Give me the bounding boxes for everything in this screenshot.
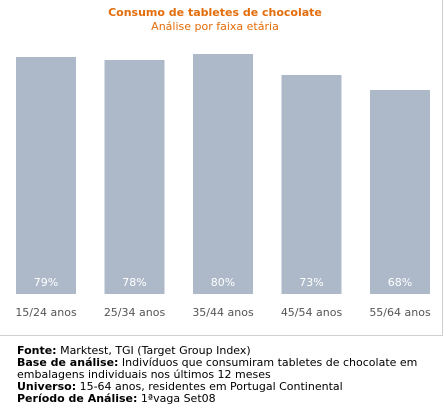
bar-2 [104, 60, 165, 294]
bar-4 [281, 75, 342, 294]
note-periodo-text: 1ªvaga Set08 [137, 392, 216, 405]
note-fonte-text: Marktest, TGI (Target Group Index) [56, 344, 251, 357]
x-tick-label-4: 45/54 anos [281, 306, 343, 319]
note-periodo: Período de Análise: 1ªvaga Set08 [17, 393, 437, 405]
x-tick-label-2: 25/34 anos [104, 306, 166, 319]
bar-chart: 79% 15/24 anos 78% 25/34 anos 80% 35/44 anos 7… [15, 54, 431, 319]
note-universo: Universo: 15-64 anos, residentes em Port… [17, 381, 437, 393]
note-fonte: Fonte: Marktest, TGI (Target Group Index… [17, 345, 437, 357]
chart-subtitle: Análise por faixa etária [151, 20, 279, 33]
chart-title: Consumo de tabletes de chocolate [108, 6, 322, 19]
note-fonte-key: Fonte: [17, 344, 57, 357]
x-tick-label-5: 55/64 anos [369, 306, 431, 319]
note-universo-key: Universo: [17, 380, 77, 393]
note-base-continued: embalagens individuais nos últimos 12 me… [17, 368, 271, 381]
note-base: Base de análise: Indivíduos que consumir… [17, 357, 437, 369]
note-periodo-key: Período de Análise: [17, 392, 138, 405]
bar-1 [16, 57, 76, 294]
bar-value-label-3: 80% [211, 276, 235, 289]
chart-frame [0, 0, 443, 336]
bar-value-label-4: 73% [299, 276, 323, 289]
bar-3 [193, 54, 253, 294]
x-tick-label-3: 35/44 anos [192, 306, 254, 319]
note-universo-text: 15-64 anos, residentes em Portugal Conti… [76, 380, 343, 393]
note-base-text: Indivíduos que consumiram tabletes de ch… [118, 356, 418, 369]
chart-notes: Fonte: Marktest, TGI (Target Group Index… [17, 345, 437, 405]
bar-value-label-1: 79% [34, 276, 58, 289]
bar-5 [370, 90, 430, 294]
x-tick-label-1: 15/24 anos [15, 306, 77, 319]
bar-value-label-5: 68% [388, 276, 412, 289]
bar-value-label-2: 78% [122, 276, 146, 289]
note-base-key: Base de análise: [17, 356, 119, 369]
